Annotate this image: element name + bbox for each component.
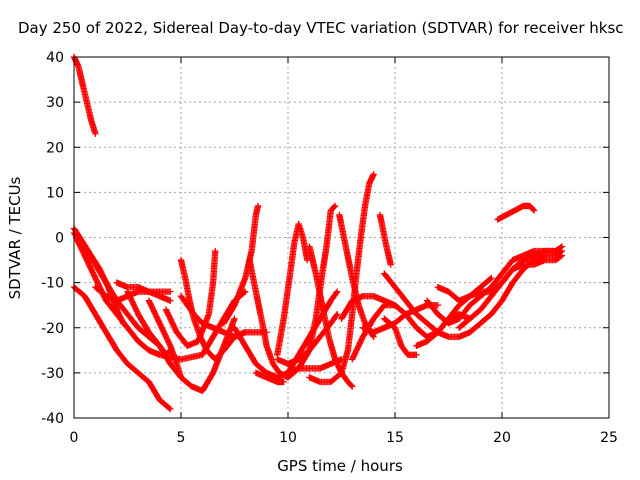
series-markers [124, 288, 238, 395]
y-tick-label: -10 [41, 276, 64, 292]
series-trace-32 [456, 247, 559, 331]
series-trace-13 [220, 202, 262, 327]
series-trace-1 [70, 53, 99, 137]
x-tick-label: 10 [279, 430, 297, 446]
series-markers [376, 211, 394, 268]
chart-title: Day 250 of 2022, Sidereal Day-to-day VTE… [18, 19, 624, 37]
x-tick-label: 15 [386, 430, 404, 446]
y-tick-label: 10 [46, 185, 64, 201]
series-trace-31 [434, 274, 495, 304]
grid [74, 57, 609, 418]
series-markers [113, 279, 174, 304]
series-markers [306, 171, 377, 386]
x-tick-label: 25 [600, 430, 618, 446]
y-tick-label: -20 [41, 321, 64, 337]
x-axis-label: GPS time / hours [277, 457, 403, 475]
series-markers [434, 274, 495, 304]
series-markers [145, 297, 185, 381]
series-trace-17 [274, 220, 311, 359]
series-trace-16 [252, 369, 287, 386]
x-tick-label: 5 [177, 430, 186, 446]
series-markers [456, 247, 559, 331]
series-markers [274, 220, 311, 359]
series-trace-7 [113, 279, 174, 304]
y-axis-label: SDTVAR / TECUs [6, 176, 24, 300]
series-markers [70, 53, 99, 137]
x-tick-label: 20 [493, 430, 511, 446]
y-tick-label: 20 [46, 140, 64, 156]
series-trace-9 [145, 297, 185, 381]
plot-frame [73, 56, 610, 419]
y-tick-label: 40 [46, 50, 64, 66]
series-trace-10 [162, 247, 219, 349]
series-markers [246, 202, 339, 381]
y-tick-label: -30 [41, 366, 64, 382]
y-tick-label: 30 [46, 95, 64, 111]
series-trace-26 [376, 211, 394, 268]
series-trace-33 [494, 202, 538, 223]
series-markers [252, 369, 287, 386]
series-trace-21 [306, 171, 377, 386]
series-markers [220, 202, 262, 327]
y-tick-label: 0 [55, 231, 64, 247]
series-trace-14 [246, 202, 339, 381]
series-markers [162, 247, 219, 349]
axis-ticks: 0 5 10 15 20 25 -40 -30 -20 -10 0 10 20 30 40 [41, 50, 618, 446]
series-trace-27 [381, 315, 420, 359]
y-tick-label: -40 [41, 411, 64, 427]
data-series [70, 53, 566, 413]
series-markers [381, 315, 420, 359]
series-trace-8 [124, 288, 238, 395]
series-markers [494, 202, 538, 223]
x-tick-label: 0 [70, 430, 79, 446]
